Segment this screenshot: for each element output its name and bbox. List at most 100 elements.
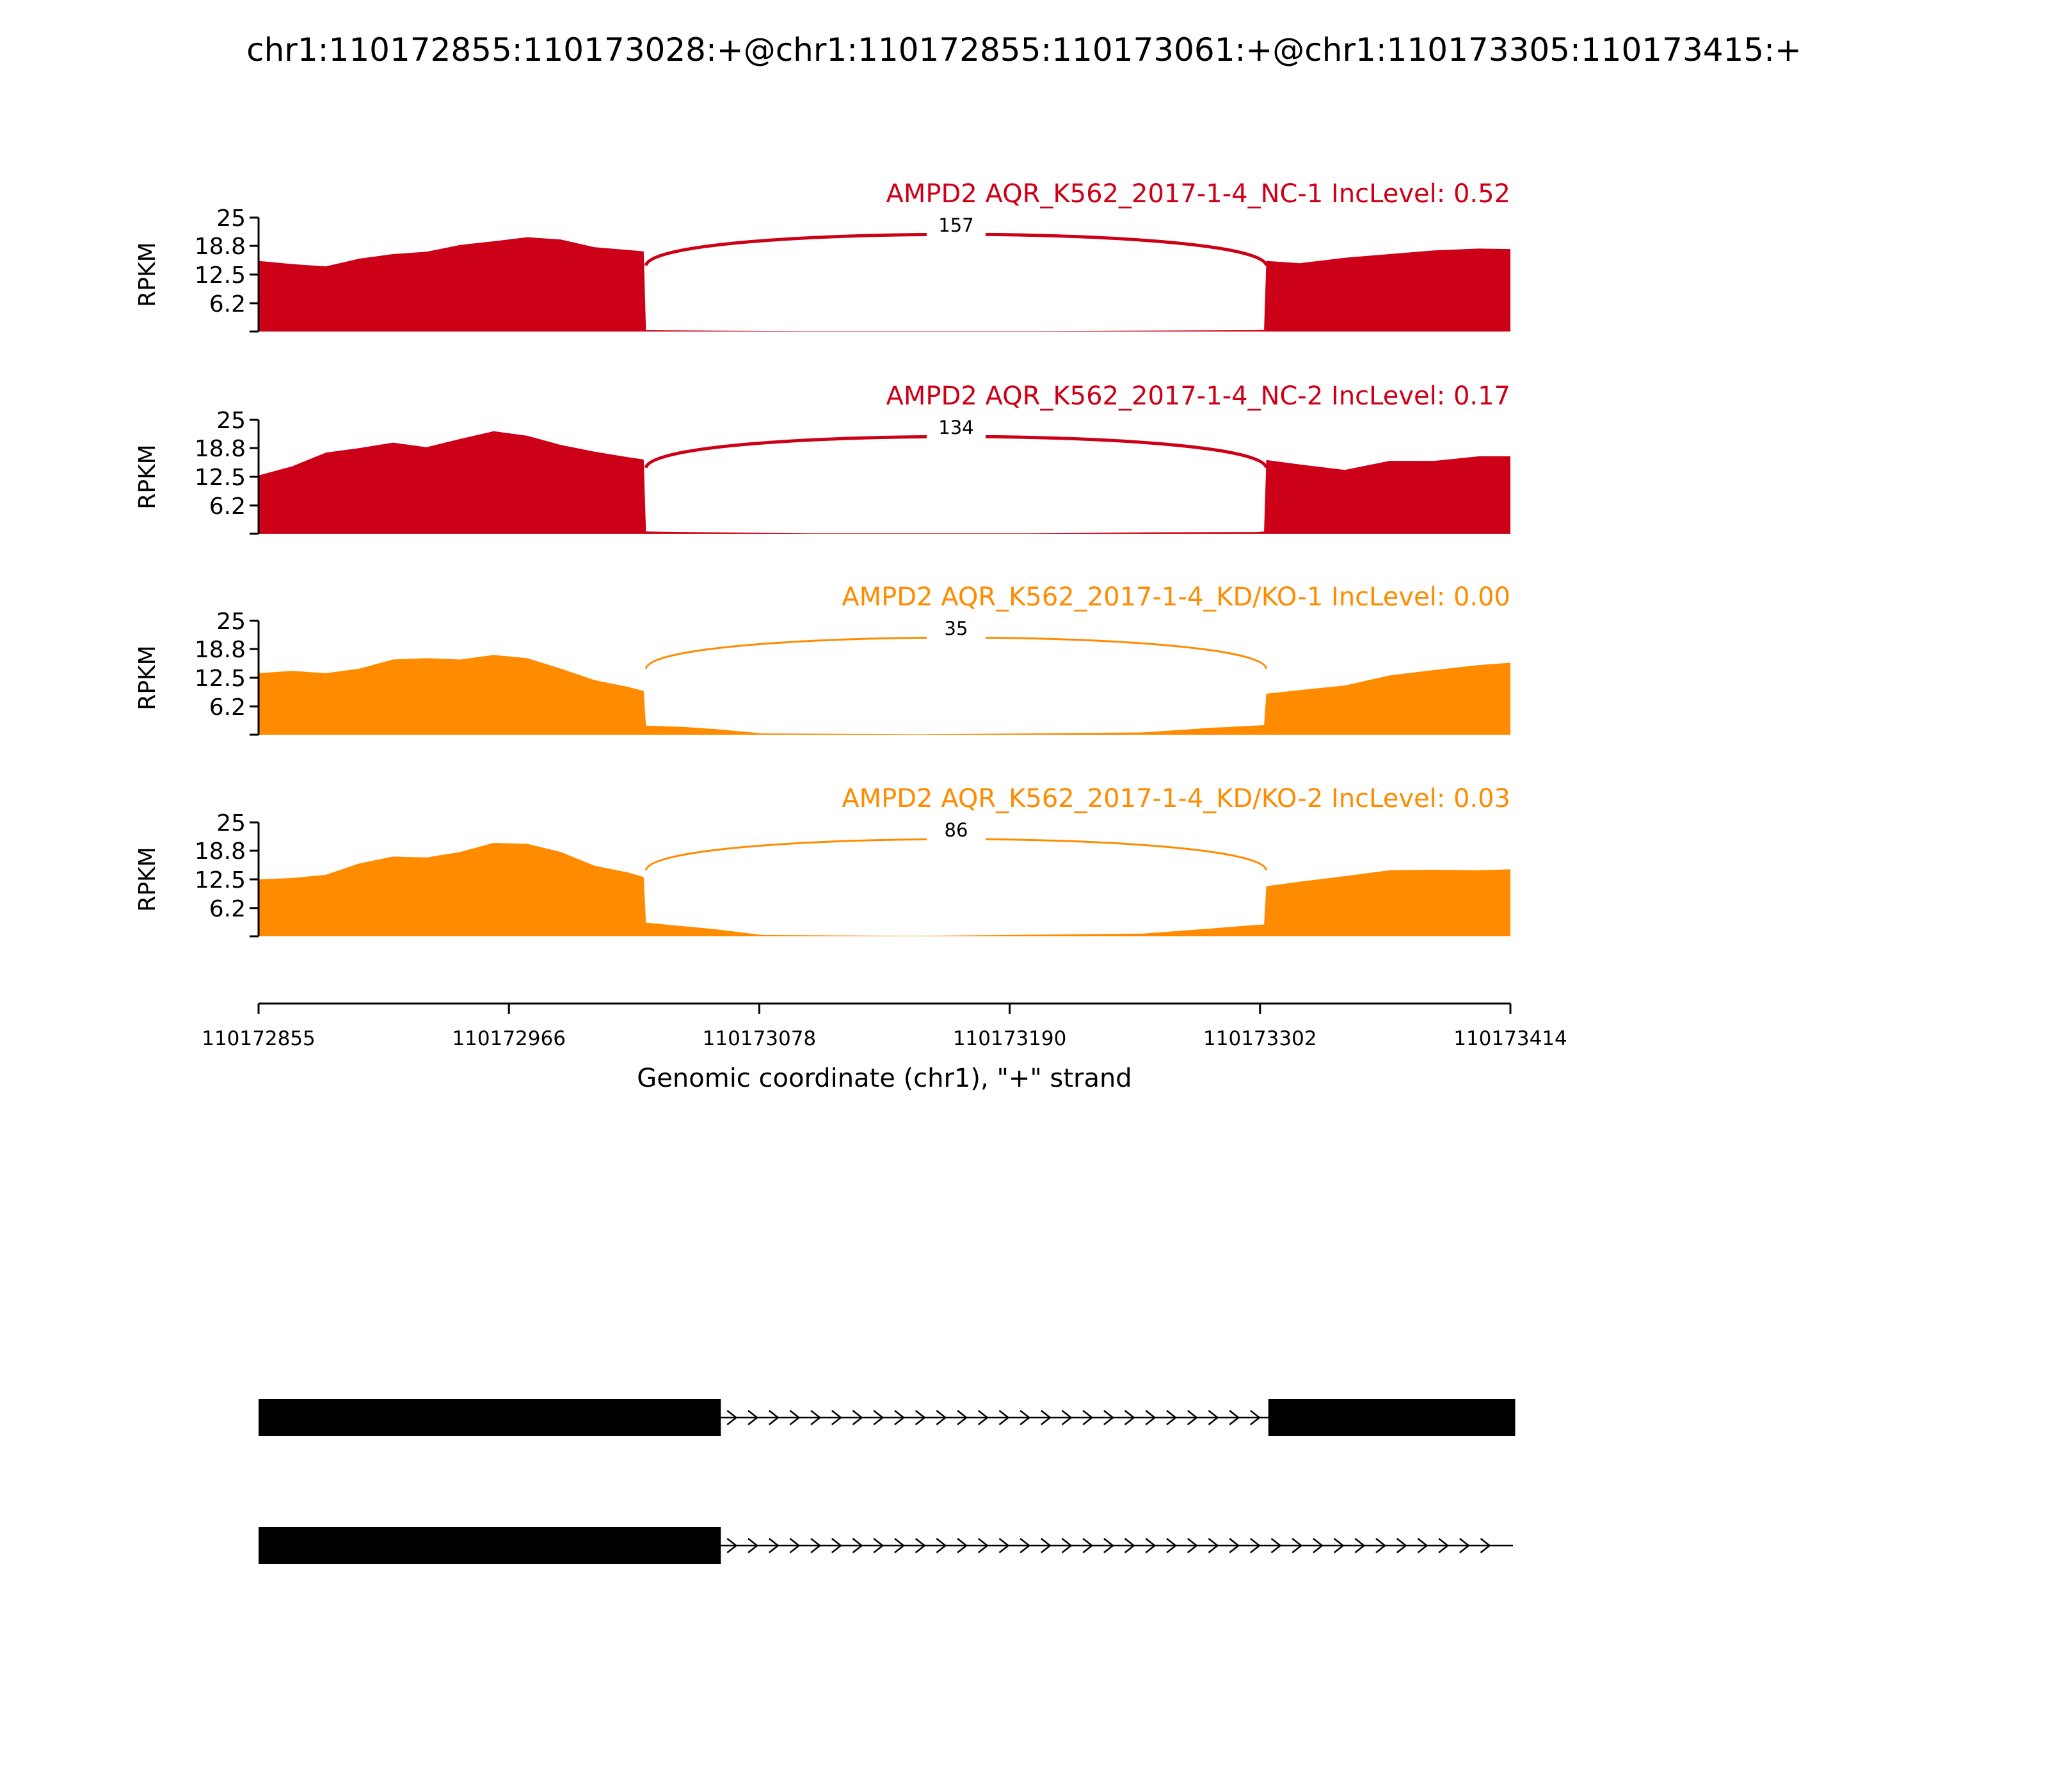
strand-arrow	[957, 1410, 968, 1425]
strand-arrow	[1417, 1538, 1428, 1553]
strand-arrow	[1082, 1538, 1094, 1553]
y-tick-label: 6.2	[209, 694, 246, 721]
strand-arrow	[1229, 1538, 1240, 1553]
strand-arrow	[852, 1538, 863, 1553]
transcript-model	[259, 1399, 1516, 1436]
strand-arrow	[998, 1538, 1010, 1553]
strand-arrow	[1082, 1410, 1094, 1425]
strand-arrow	[1250, 1410, 1261, 1425]
strand-arrow	[789, 1410, 801, 1425]
strand-arrow	[1459, 1538, 1470, 1553]
strand-arrow	[1187, 1538, 1198, 1553]
strand-arrow	[810, 1410, 822, 1425]
exon-block	[1268, 1399, 1516, 1436]
figure-title: chr1:110172855:110173028:+@chr1:11017285…	[246, 31, 1802, 68]
strand-arrow	[998, 1410, 1010, 1425]
y-tick-label: 18.8	[195, 637, 246, 663]
coverage-area	[259, 655, 1510, 735]
strand-arrow	[768, 1410, 780, 1425]
exon-block	[259, 1527, 721, 1564]
x-tick-label: 110173302	[1203, 1027, 1317, 1050]
strand-arrow	[810, 1538, 822, 1553]
y-tick-label: 6.2	[209, 291, 246, 317]
junction-count-label: 134	[938, 417, 973, 438]
y-tick-label: 12.5	[195, 867, 246, 893]
transcript-model	[259, 1527, 1513, 1564]
y-axis-label: RPKM	[134, 847, 161, 911]
coverage-area	[259, 237, 1510, 332]
strand-arrow	[726, 1538, 738, 1553]
strand-arrow	[1061, 1538, 1073, 1553]
strand-arrow	[915, 1538, 926, 1553]
strand-arrow	[1250, 1538, 1261, 1553]
x-tick-label: 110173190	[953, 1027, 1067, 1050]
strand-arrow	[1229, 1410, 1240, 1425]
junction-count-background	[926, 415, 986, 440]
y-axis-label: RPKM	[134, 444, 161, 509]
junction-count-label: 157	[938, 214, 973, 236]
strand-arrow	[915, 1410, 926, 1425]
x-tick-label: 110172966	[452, 1027, 566, 1050]
strand-arrow	[726, 1410, 738, 1425]
y-tick-label: 6.2	[209, 896, 246, 922]
strand-arrow	[768, 1538, 780, 1553]
coverage-area	[259, 431, 1510, 534]
strand-arrow	[1145, 1538, 1156, 1553]
strand-arrow	[748, 1410, 759, 1425]
junction-count-background	[926, 817, 986, 843]
transcript-models	[259, 1399, 1516, 1564]
y-tick-label: 18.8	[195, 234, 246, 260]
strand-arrow	[957, 1538, 968, 1553]
strand-arrow	[1020, 1410, 1031, 1425]
strand-arrow	[1375, 1538, 1387, 1553]
y-tick-label: 25	[216, 205, 246, 232]
strand-arrow	[1103, 1538, 1114, 1553]
strand-arrow	[1438, 1538, 1450, 1553]
y-tick-label: 18.8	[195, 436, 246, 462]
junction-count-background	[926, 212, 986, 238]
y-tick-label: 6.2	[209, 493, 246, 520]
strand-arrow	[936, 1538, 947, 1553]
y-tick-label: 12.5	[195, 262, 246, 289]
strand-arrow	[873, 1410, 884, 1425]
y-tick-label: 12.5	[195, 666, 246, 692]
strand-arrow	[1333, 1538, 1345, 1553]
strand-arrow	[1124, 1538, 1135, 1553]
y-tick-label: 18.8	[195, 838, 246, 865]
strand-arrow	[831, 1410, 842, 1425]
strand-arrow	[1041, 1538, 1052, 1553]
x-tick-label: 110173078	[703, 1027, 817, 1050]
strand-arrow	[894, 1538, 905, 1553]
y-tick-label: 12.5	[195, 465, 246, 491]
strand-arrow	[936, 1410, 947, 1425]
strand-arrow	[1292, 1538, 1303, 1553]
strand-arrow	[1061, 1410, 1073, 1425]
strand-arrow	[1041, 1410, 1052, 1425]
x-tick-label: 110172855	[202, 1027, 316, 1050]
strand-arrow	[873, 1538, 884, 1553]
y-tick-label: 25	[216, 609, 246, 635]
strand-arrow	[1166, 1538, 1178, 1553]
strand-arrow	[831, 1538, 842, 1553]
y-tick-label: 25	[216, 810, 246, 836]
junction-count-label: 86	[945, 819, 968, 841]
strand-arrow	[852, 1410, 863, 1425]
strand-arrow	[1270, 1538, 1282, 1553]
exon-block	[259, 1399, 721, 1436]
strand-arrow	[894, 1410, 905, 1425]
strand-arrow	[789, 1538, 801, 1553]
strand-arrow	[1208, 1410, 1219, 1425]
y-tick-label: 25	[216, 408, 246, 434]
y-axis-label: RPKM	[134, 242, 161, 307]
strand-arrow	[1166, 1410, 1178, 1425]
x-axis: 110172855 110172966 110173078 110173190 1101…	[202, 1002, 1567, 1093]
junction-count-background	[926, 616, 986, 641]
strand-arrow	[1145, 1410, 1156, 1425]
strand-arrow	[1187, 1410, 1198, 1425]
